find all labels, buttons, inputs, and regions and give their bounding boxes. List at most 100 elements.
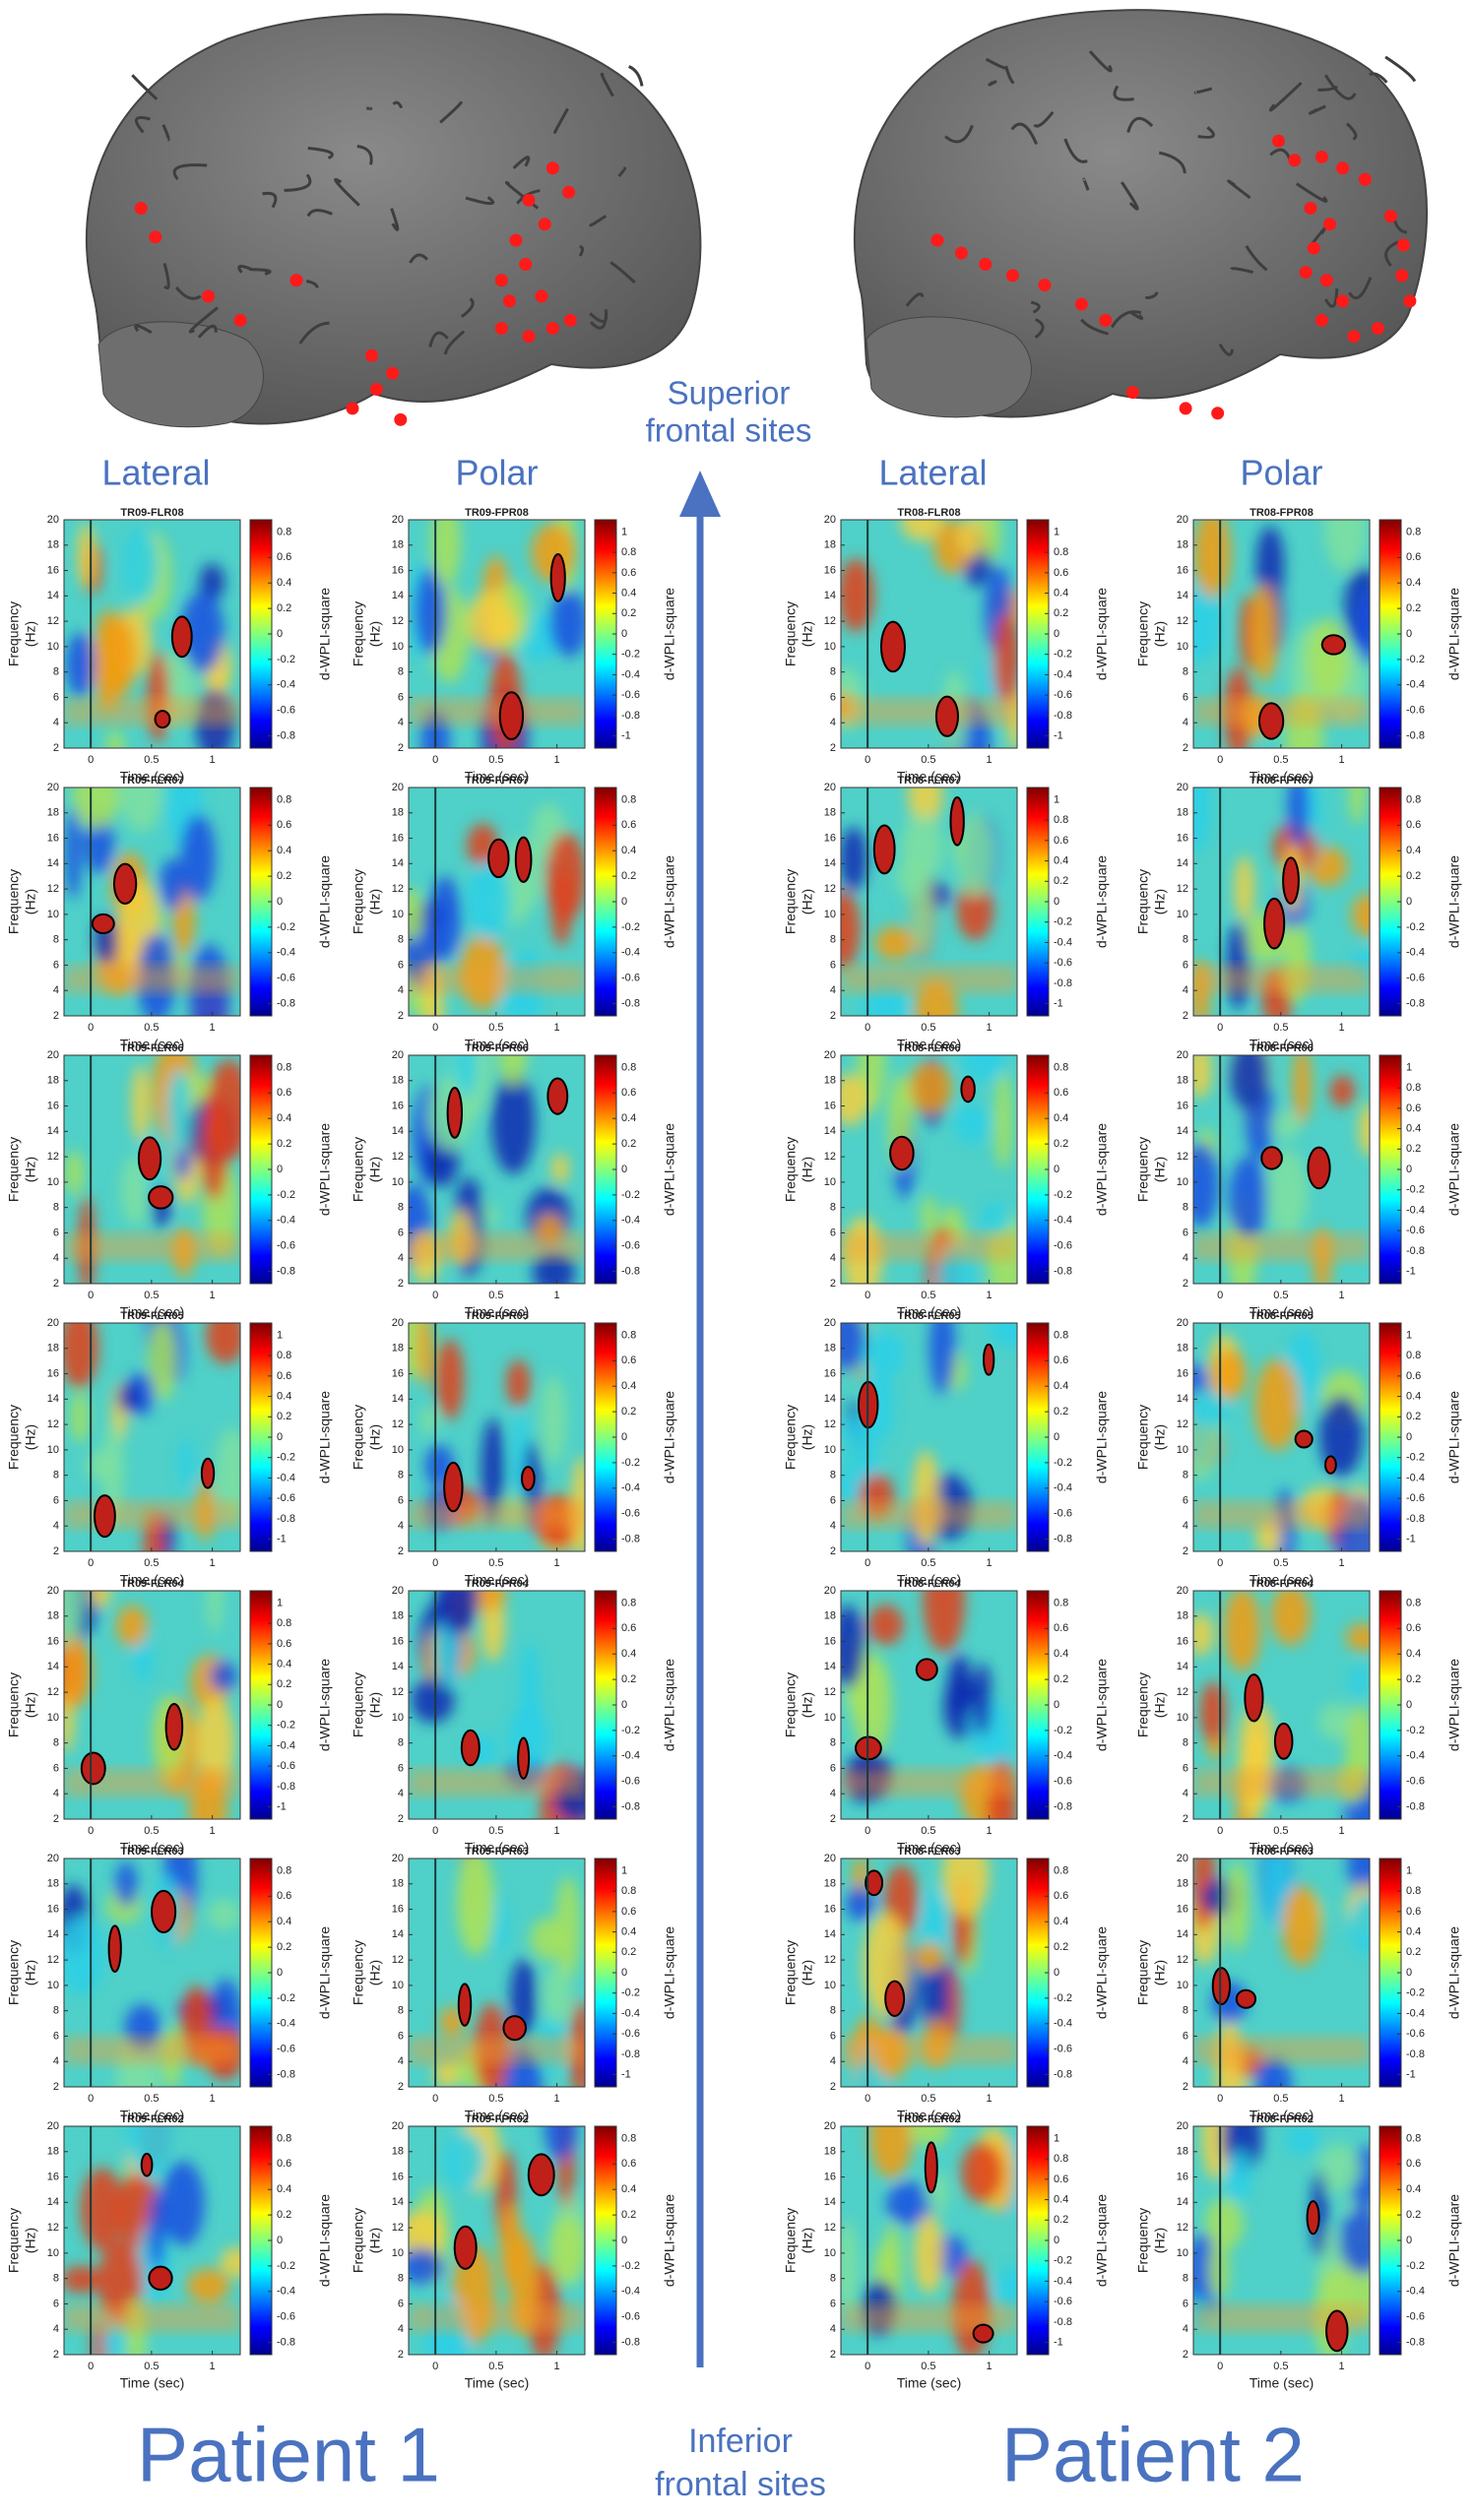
y-tick-label: 14 xyxy=(392,2196,404,2208)
colorbar-tick-label: -0.6 xyxy=(1406,1225,1425,1236)
y-tick-label: 12 xyxy=(392,1418,404,1430)
colorbar-tick-label: 0.6 xyxy=(1406,2158,1421,2170)
colorbar-tick-label: -0.2 xyxy=(1406,654,1425,665)
significance-contour xyxy=(884,1980,906,2018)
y-tick-label: 2 xyxy=(830,1813,836,1825)
sulcus xyxy=(1230,267,1253,275)
colorbar-tick-label: -0.4 xyxy=(277,679,295,691)
colorbar-tick-label: -0.4 xyxy=(1406,2286,1425,2298)
panel-title: TR08-FLR07 xyxy=(897,775,960,787)
colorbar-tick-label: -0.4 xyxy=(621,668,640,680)
y-axis-unit: (Hz) xyxy=(23,2228,38,2253)
significance-contour xyxy=(148,2265,173,2291)
heatmap-blob xyxy=(1229,1156,1267,1240)
y-tick-label: 6 xyxy=(1183,959,1188,971)
y-axis-label: Frequency xyxy=(783,1405,799,1470)
colorbar-tick-label: 0.8 xyxy=(1054,546,1068,558)
panel-title: TR08-FLR05 xyxy=(897,1310,960,1322)
plot-frame xyxy=(408,1322,586,1552)
colorbar-label: d-WPLI-square xyxy=(662,1659,677,1751)
colorbar-tick-label: 0.8 xyxy=(1054,1329,1068,1341)
significance-contour xyxy=(924,2141,938,2194)
colorbar-tick-label: -0.2 xyxy=(1054,2255,1072,2267)
heatmap-band xyxy=(1193,1232,1370,1261)
y-tick-label: 12 xyxy=(824,1686,836,1698)
y-tick-label: 20 xyxy=(1177,2120,1188,2132)
colorbar-tick-label: 0.8 xyxy=(277,526,291,537)
y-tick-label: 2 xyxy=(53,1278,59,1290)
y-tick-label: 20 xyxy=(47,2120,59,2132)
y-tick-label: 14 xyxy=(47,857,59,869)
heatmap-band xyxy=(841,697,1017,725)
panel-title: TR08-FPR04 xyxy=(1250,1578,1314,1590)
y-tick-label: 12 xyxy=(1177,615,1188,627)
heatmap-blob xyxy=(841,1073,869,1126)
heatmap-blob xyxy=(1285,2126,1320,2155)
colorbar-tick-label: 0.8 xyxy=(621,1329,636,1341)
electrode xyxy=(1304,202,1317,216)
heatmap-blob xyxy=(913,2214,944,2295)
colorbar-tick-label: 0.4 xyxy=(1054,1112,1068,1124)
y-tick-label: 2 xyxy=(1183,1545,1188,1557)
y-tick-label: 8 xyxy=(1183,934,1188,946)
sulcus xyxy=(1010,122,1038,146)
significance-contour xyxy=(457,1983,473,2027)
sulcus xyxy=(1268,82,1303,112)
colorbar-label: d-WPLI-square xyxy=(1094,855,1110,948)
sulcus xyxy=(162,263,170,290)
x-tick-label: 0 xyxy=(865,1022,870,1034)
y-tick-label: 6 xyxy=(53,1494,59,1506)
y-axis-label: Frequency xyxy=(783,1137,799,1202)
colorbar-tick-label: 0.4 xyxy=(1054,1380,1068,1392)
colorbar-tick-label: 0.2 xyxy=(1054,1406,1068,1418)
y-axis-label: Frequency xyxy=(6,1405,22,1470)
heatmap-blob xyxy=(206,1323,240,1364)
colorbar-tick-label: -0.2 xyxy=(621,1987,640,1999)
y-tick-label: 10 xyxy=(824,1444,836,1456)
x-axis-label: Time (sec) xyxy=(120,2375,185,2391)
colorbar-tick-label: 0.8 xyxy=(621,2132,636,2144)
colorbar-tick-label: 0.2 xyxy=(1054,875,1068,887)
heatmap-blob xyxy=(411,1677,455,1724)
electrode xyxy=(930,233,944,247)
y-axis-label: Frequency xyxy=(783,1672,799,1737)
colorbar-tick-label: 0.4 xyxy=(277,577,291,589)
colorbar-tick-label: 0.2 xyxy=(621,2209,636,2221)
heatmap-blob xyxy=(117,1382,140,1414)
y-tick-label: 8 xyxy=(830,2273,836,2285)
x-tick-label: 0 xyxy=(88,1825,94,1837)
superior-label: Superior xyxy=(668,375,791,411)
y-tick-label: 12 xyxy=(824,1418,836,1430)
y-tick-label: 2 xyxy=(53,1010,59,1022)
colorbar-tick-label: 0 xyxy=(1054,1431,1059,1443)
colorbar-tick-label: 0.8 xyxy=(1054,1597,1068,1608)
sulcus xyxy=(600,72,614,97)
sulcus xyxy=(460,297,475,318)
y-tick-label: 10 xyxy=(47,1712,59,1724)
y-tick-label: 18 xyxy=(824,807,836,819)
colorbar-tick-label: -0.2 xyxy=(277,1452,295,1464)
y-tick-label: 20 xyxy=(47,1853,59,1864)
heatmap-panel: TR08-FLR06 2 4 6 8 10 12 14 16 18 20 0 0.5 1 Time (sec… xyxy=(783,1042,1110,1320)
panel-title: TR09-FPR02 xyxy=(465,2113,529,2125)
y-axis-unit: (Hz) xyxy=(1152,1692,1168,1718)
electrode xyxy=(365,348,379,362)
y-tick-label: 14 xyxy=(1177,1125,1188,1137)
y-tick-label: 2 xyxy=(1183,2349,1188,2361)
y-tick-label: 14 xyxy=(392,857,404,869)
colorbar-tick-label: -0.2 xyxy=(277,1992,295,2004)
heatmap-blobs xyxy=(841,788,999,1016)
colorbar-tick-label: -0.2 xyxy=(1054,1992,1072,2004)
colorbar-tick-label: -0.4 xyxy=(277,947,295,959)
y-tick-label: 4 xyxy=(1183,717,1188,728)
colorbar-tick-label: 0 xyxy=(277,1431,283,1443)
y-axis-label: Frequency xyxy=(351,2208,366,2273)
y-tick-label: 4 xyxy=(398,2323,404,2335)
y-tick-label: 4 xyxy=(830,2055,836,2067)
x-tick-label: 0.5 xyxy=(144,1825,159,1837)
y-tick-label: 8 xyxy=(53,2273,59,2285)
heatmap xyxy=(409,788,585,1016)
heatmap-blob xyxy=(123,529,160,602)
colorbar-tick-label: 0.6 xyxy=(1054,1087,1068,1099)
